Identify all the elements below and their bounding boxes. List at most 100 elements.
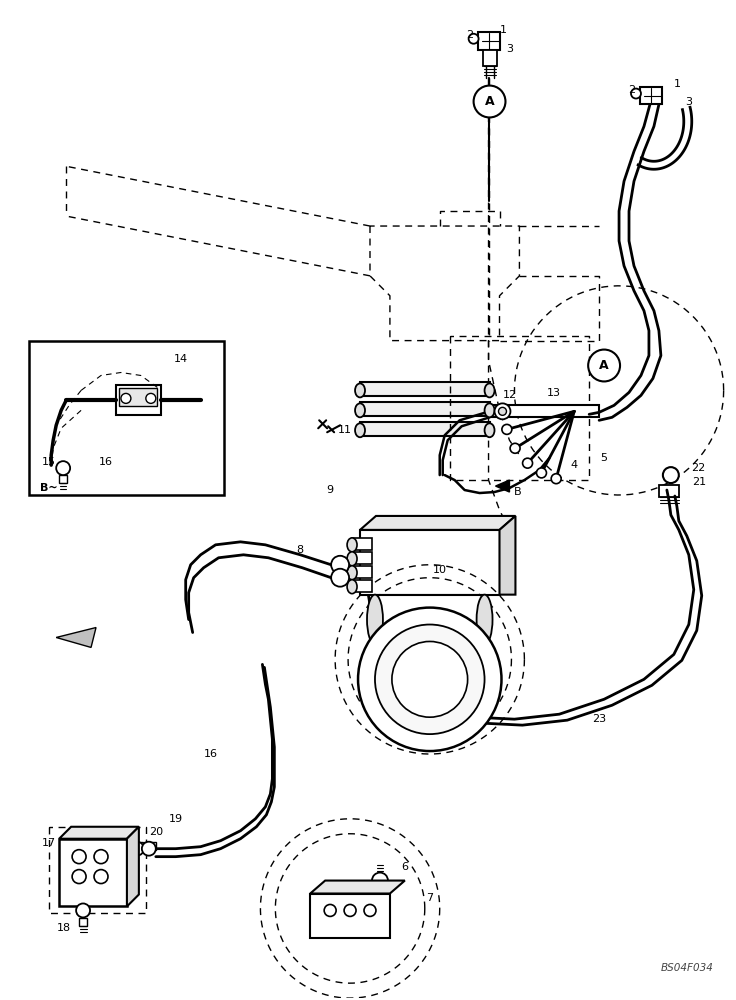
Circle shape [344,904,356,916]
Text: 19: 19 [169,814,183,824]
Bar [29,341,224,495]
Circle shape [130,842,144,856]
Polygon shape [310,881,405,894]
Ellipse shape [347,538,357,552]
Text: 10: 10 [433,565,447,575]
Text: 16: 16 [99,457,113,467]
Text: B~: B~ [40,483,58,493]
Circle shape [76,903,90,917]
Circle shape [364,904,376,916]
Circle shape [631,89,641,99]
Circle shape [331,569,349,587]
Bar [352,552,372,564]
Circle shape [502,424,512,434]
Circle shape [94,850,108,864]
Ellipse shape [347,566,357,580]
Circle shape [324,904,336,916]
Bar [352,538,372,550]
Bar [79,918,87,926]
Circle shape [551,474,561,484]
Text: 21: 21 [692,477,706,487]
Circle shape [372,873,388,889]
Text: 11: 11 [338,425,352,435]
Text: 16: 16 [204,749,218,759]
Text: 6: 6 [401,862,408,872]
Text: 17: 17 [42,838,56,848]
Text: 20: 20 [149,827,163,837]
Circle shape [121,393,131,403]
Text: 18: 18 [57,923,71,933]
Circle shape [142,842,156,856]
Ellipse shape [367,595,383,644]
Circle shape [537,468,546,478]
Circle shape [392,641,467,717]
Polygon shape [56,628,96,647]
Bar [360,382,489,396]
Circle shape [56,461,70,475]
Bar [352,566,372,578]
Circle shape [331,556,349,574]
Text: 9: 9 [327,485,333,495]
Text: 7: 7 [426,893,434,903]
Polygon shape [127,827,139,906]
Text: BS04F034: BS04F034 [661,963,714,973]
Circle shape [588,350,620,381]
Bar [119,388,157,406]
Ellipse shape [355,383,365,397]
Circle shape [146,393,156,403]
Ellipse shape [484,423,495,437]
Bar [375,595,484,644]
Bar [59,839,127,906]
Bar [352,580,372,592]
Bar [116,385,160,415]
Bar [489,405,599,417]
Text: 12: 12 [503,390,517,400]
Ellipse shape [355,423,365,437]
Text: B: B [514,487,521,497]
Circle shape [358,608,501,751]
Text: 1: 1 [673,79,680,89]
Circle shape [495,403,511,419]
Bar [483,50,497,66]
Text: 1: 1 [500,25,507,35]
Bar [360,530,500,595]
Text: 4: 4 [570,460,578,470]
Ellipse shape [347,552,357,566]
Text: A: A [485,95,495,108]
Circle shape [510,443,520,453]
Bar [360,422,489,436]
Bar [310,894,390,938]
Ellipse shape [355,403,365,417]
Text: 22: 22 [692,463,706,473]
Circle shape [473,86,506,117]
Text: 14: 14 [174,354,188,364]
Bar [59,475,67,483]
Ellipse shape [347,580,357,594]
Bar [131,842,143,850]
Text: 15: 15 [42,457,56,467]
Ellipse shape [477,595,492,644]
Polygon shape [495,480,509,492]
Circle shape [72,870,86,884]
Bar [360,402,489,416]
Circle shape [72,850,86,864]
Polygon shape [500,516,515,595]
Text: 13: 13 [548,388,562,398]
Polygon shape [59,827,139,839]
Text: 3: 3 [685,97,693,107]
Polygon shape [360,516,515,530]
Text: 2: 2 [629,85,636,95]
Circle shape [523,458,533,468]
Ellipse shape [484,403,495,417]
Bar [144,842,156,850]
Text: 2: 2 [466,30,473,40]
Bar [659,485,679,497]
Ellipse shape [484,383,495,397]
Text: 23: 23 [592,714,606,724]
Bar [640,87,662,104]
Circle shape [94,870,108,884]
Text: 3: 3 [506,44,513,54]
Text: 8: 8 [297,545,304,555]
Circle shape [375,625,484,734]
Bar [478,32,500,50]
